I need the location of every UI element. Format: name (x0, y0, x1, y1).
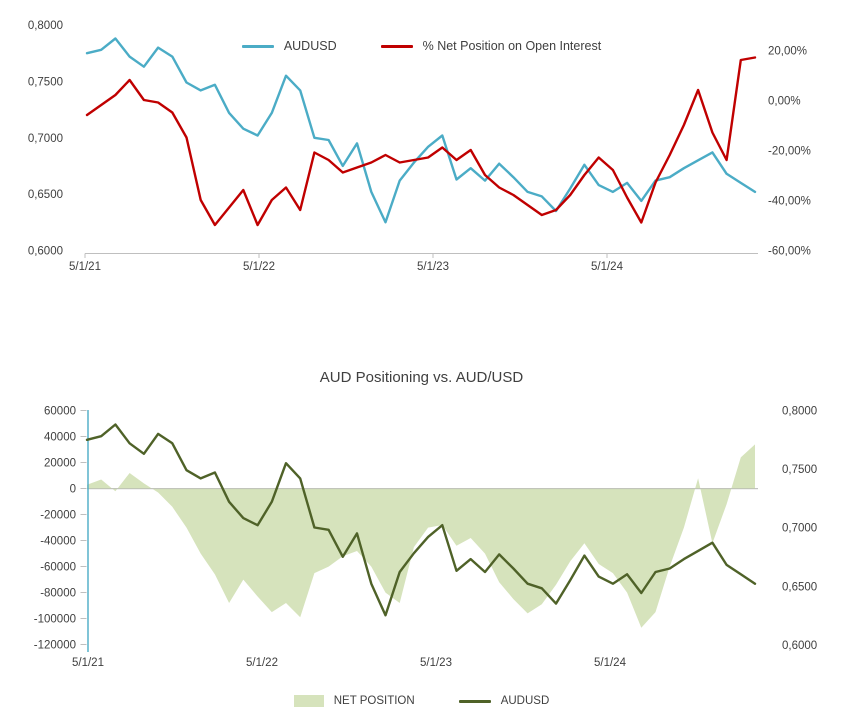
top-right-axis-label: -60,00% (768, 246, 811, 258)
legend-item-net-position: NET POSITION (293, 695, 415, 707)
bottom-left-axis-label: -120000 (34, 640, 76, 652)
legend-item-net-pct: % Net Position on Open Interest (380, 39, 602, 53)
legend-label-audusd-bottom: AUDUSD (500, 695, 550, 707)
audusd-line-swatch (241, 44, 274, 48)
net-position-area (87, 444, 755, 628)
top-left-axis-label: 0,7500 (28, 76, 63, 88)
bottom-left-axis-label: 0 (70, 484, 76, 496)
bottom-left-axis-label: -40000 (40, 536, 76, 548)
top-left-axis-label: 0,8000 (28, 20, 63, 32)
top-right-axis-label: 20,00% (768, 46, 807, 58)
bottom-left-axis-label: 60000 (44, 406, 76, 418)
bottom-right-axis-label: 0,6000 (782, 640, 817, 652)
legend-item-audusd: AUDUSD (241, 39, 337, 53)
audusd-olive-line (85, 423, 757, 617)
bottom-x-axis-label: 5/1/24 (594, 657, 627, 669)
legend-label-audusd: AUDUSD (283, 39, 337, 53)
legend-item-audusd-bottom: AUDUSD (458, 695, 550, 707)
top-x-axis-label: 5/1/23 (417, 261, 449, 273)
bottom-right-axis-label: 0,7500 (782, 464, 817, 476)
bottom-left-axis-label: -60000 (40, 562, 76, 574)
top-left-axis-label: 0,6500 (28, 189, 63, 201)
bottom-chart-title: AUD Positioning vs. AUD/USD (319, 369, 524, 386)
top-chart-legend: AUDUSD % Net Position on Open Interest (85, 39, 758, 53)
top-right-axis-label: -40,00% (768, 196, 811, 208)
bottom-x-axis-label: 5/1/23 (420, 657, 452, 669)
bottom-right-axis-label: 0,7000 (782, 523, 817, 535)
audusd-olive-line-swatch (458, 699, 491, 703)
legend-label-net-pct: % Net Position on Open Interest (422, 39, 602, 53)
bottom-left-axis-label: -20000 (40, 510, 76, 522)
legend-label-net-position: NET POSITION (333, 695, 415, 707)
bottom-right-axis-label: 0,6500 (782, 581, 817, 593)
top-left-axis-label: 0,6000 (28, 246, 63, 258)
audusd-line (85, 37, 757, 224)
top-x-axis-label: 5/1/22 (243, 261, 275, 273)
bottom-x-axis-label: 5/1/21 (72, 657, 104, 669)
top-left-axis-label: 0,7000 (28, 133, 63, 145)
bottom-right-axis-label: 0,8000 (782, 406, 817, 418)
net-pct-line (85, 56, 757, 227)
bottom-chart-legend: NET POSITION AUDUSD (85, 695, 758, 707)
bottom-x-axis-label: 5/1/22 (246, 657, 278, 669)
top-right-axis-label: 0,00% (768, 96, 801, 108)
bottom-left-axis-label: -80000 (40, 588, 76, 600)
top-right-axis-label: -20,00% (768, 146, 811, 158)
top-x-axis-label: 5/1/21 (69, 261, 101, 273)
net-position-area-swatch (293, 695, 324, 707)
bottom-left-axis-label: 20000 (44, 458, 76, 470)
bottom-left-axis-label: 40000 (44, 432, 76, 444)
net-pct-line-swatch (380, 44, 413, 48)
top-x-axis-label: 5/1/24 (591, 261, 624, 273)
bottom-left-axis-label: -100000 (34, 614, 76, 626)
